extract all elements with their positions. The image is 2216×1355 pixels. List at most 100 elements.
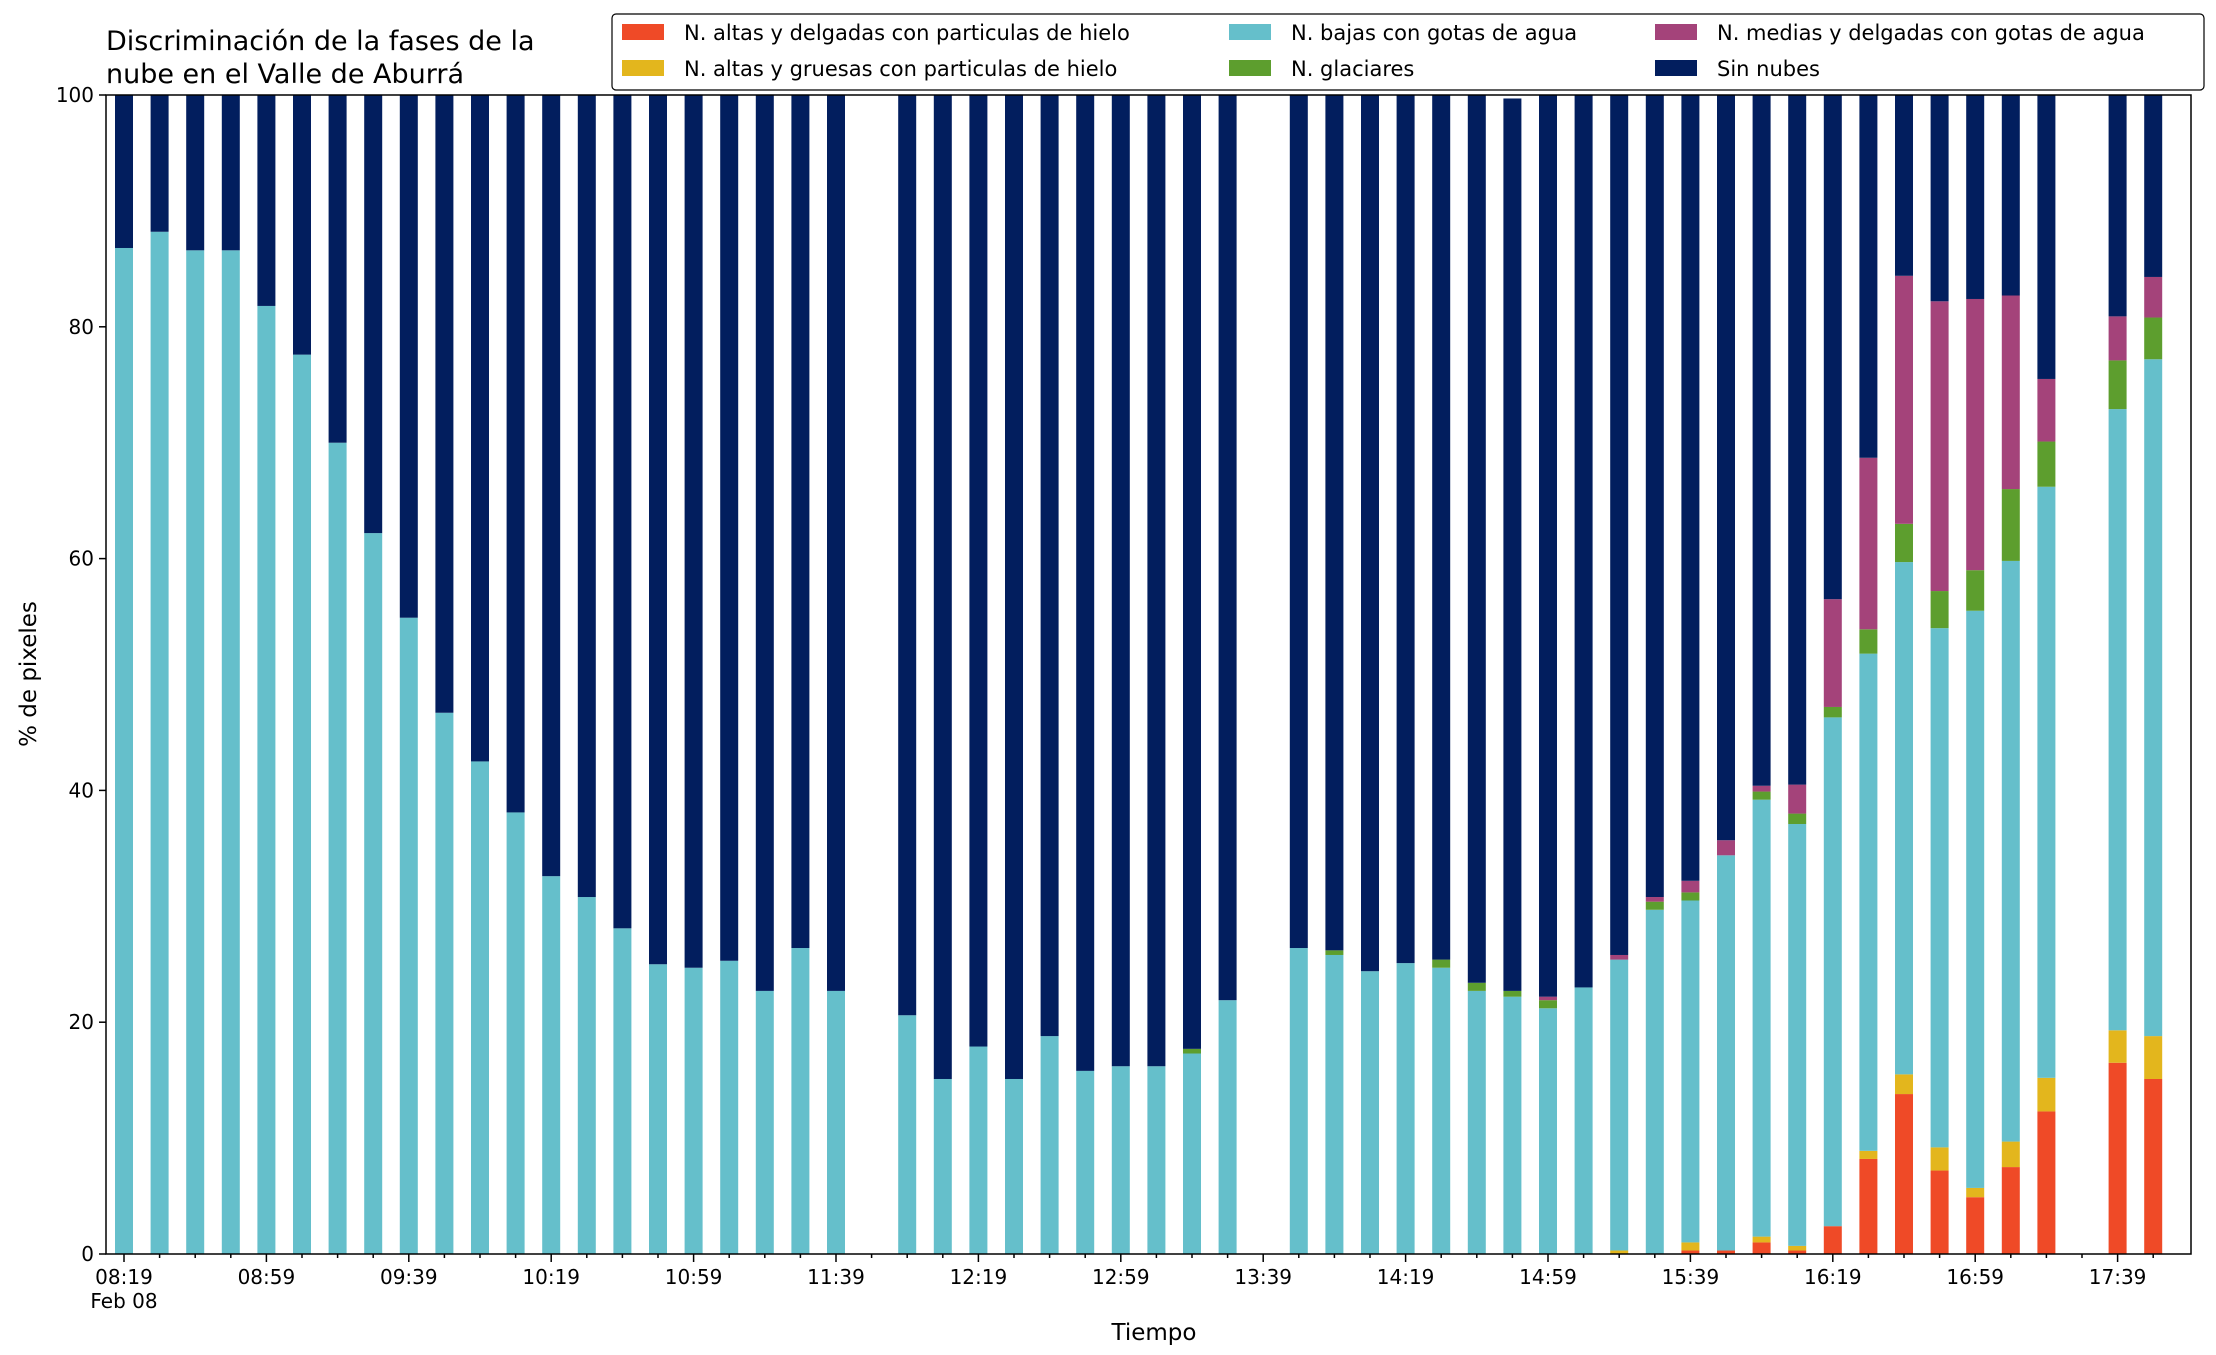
bar-segment-sin-nubes-1039 [613,95,632,929]
bar-segment-n-glaciares-1719 [2037,441,2056,487]
bar-segment-sin-nubes-1519 [1610,95,1629,955]
bar-segment-sin-nubes-0909 [293,95,311,355]
bar-segment-n-altas-y-delgadas-con-particulas-de-hielo-1659 [1966,1197,1985,1254]
bar-segment-n-bajas-con-gotas-de-agua-1419 [1396,963,1415,1254]
bar-segment-n-bajas-con-gotas-de-agua-1709 [2001,560,2020,1142]
bar-segment-n-glaciares-1529 [1645,901,1664,910]
bar-segment-sin-nubes-1439 [1467,95,1486,983]
bar-segment-n-glaciares-1739 [2108,360,2127,410]
bar-segment-sin-nubes-0939 [399,95,418,618]
bar-segment-n-altas-y-delgadas-con-particulas-de-hielo-1649 [1930,1170,1949,1254]
bar-segment-n-medias-y-delgadas-con-gotas-de-agua-1749 [2144,276,2163,318]
bars-group [115,95,2163,1255]
bar-segment-n-bajas-con-gotas-de-agua-0819 [115,247,133,1255]
bar-segment-n-bajas-con-gotas-de-agua-0849 [221,250,240,1254]
bar-segment-n-altas-y-gruesas-con-particulas-de-hielo-1709 [2001,1141,2020,1168]
bar-segment-sin-nubes-0959 [471,95,489,762]
bar-segment-sin-nubes-1349 [1289,95,1308,949]
bar-segment-sin-nubes-1129 [791,95,810,949]
bar-segment-n-altas-y-delgadas-con-particulas-de-hielo-1539 [1681,1250,1700,1254]
chart-title-line-1: Discriminación de la fases de la [106,26,535,57]
bar-segment-n-altas-y-delgadas-con-particulas-de-hielo-1719 [2037,1111,2056,1254]
bar-segment-n-altas-y-gruesas-con-particulas-de-hielo-1749 [2144,1036,2163,1079]
bar-segment-sin-nubes-1009 [506,95,525,813]
bar-segment-sin-nubes-1629 [1859,95,1878,458]
chart-title-line-2: nube en el Valle de Aburrá [106,59,464,90]
bar-segment-n-bajas-con-gotas-de-agua-1129 [791,948,810,1254]
bar-segment-n-altas-y-delgadas-con-particulas-de-hielo-1609 [1788,1250,1807,1254]
bar-segment-n-bajas-con-gotas-de-agua-1029 [577,897,596,1254]
bar-segment-n-bajas-con-gotas-de-agua-1259 [1111,1066,1130,1254]
y-tick-label: 100 [56,83,94,107]
legend-label-sin-nubes: Sin nubes [1717,57,1820,81]
bar-segment-n-medias-y-delgadas-con-gotas-de-agua-1639 [1895,275,1913,524]
bar-segment-sin-nubes-1659 [1966,95,1985,299]
bar-segment-sin-nubes-1359 [1325,95,1344,951]
bar-segment-sin-nubes-0819 [115,95,133,248]
bar-segment-sin-nubes-1029 [577,95,596,898]
bar-segment-n-medias-y-delgadas-con-gotas-de-agua-1519 [1610,954,1629,960]
bar-segment-sin-nubes-1639 [1895,95,1913,276]
legend-swatch-n-altas-y-delgadas-con-particulas-de-hielo [622,24,664,40]
bar-segment-sin-nubes-1419 [1396,95,1415,964]
y-tick-label: 80 [69,315,94,339]
bar-segment-sin-nubes-1609 [1788,95,1807,785]
bar-segment-n-glaciares-1439 [1467,982,1486,991]
bar-segment-sin-nubes-1109 [720,95,739,961]
bar-segment-n-bajas-con-gotas-de-agua-1749 [2144,359,2163,1037]
y-axis: 0 20 40 60 80 100 [56,83,106,1266]
bar-segment-n-bajas-con-gotas-de-agua-1529 [1645,909,1664,1254]
bar-segment-n-bajas-con-gotas-de-agua-1609 [1788,824,1807,1246]
y-tick-label: 20 [69,1010,94,1034]
bar-segment-sin-nubes-1319 [1183,95,1201,1049]
bar-segment-n-bajas-con-gotas-de-agua-1019 [542,876,561,1254]
bar-segment-n-bajas-con-gotas-de-agua-0839 [186,250,205,1254]
bar-segment-n-bajas-con-gotas-de-agua-0959 [471,761,489,1254]
legend-label-n-glaciares: N. glaciares [1291,57,1414,81]
bar-segment-n-glaciares-1639 [1895,523,1913,563]
bar-segment-n-glaciares-1709 [2001,489,2020,561]
bar-segment-n-bajas-con-gotas-de-agua-0949 [435,712,454,1254]
bar-segment-n-glaciares-1459 [1539,1000,1557,1009]
x-tick-label: 14:19 [1377,1265,1435,1289]
bar-segment-n-altas-y-gruesas-con-particulas-de-hielo-1559 [1752,1236,1771,1243]
bar-segment-sin-nubes-0829 [150,95,169,232]
x-tick-label: 10:19 [522,1265,580,1289]
bar-segment-sin-nubes-1309 [1147,95,1166,1067]
legend: N. altas y delgadas con particulas de hi… [611,13,2205,91]
bar-segment-n-bajas-con-gotas-de-agua-1249 [1076,1070,1095,1254]
bar-segment-sin-nubes-1749 [2144,95,2163,277]
bar-segment-sin-nubes-1019 [542,95,561,877]
bar-segment-sin-nubes-0859 [257,95,276,306]
bar-segment-n-bajas-con-gotas-de-agua-1649 [1930,628,1949,1148]
bar-segment-n-altas-y-gruesas-con-particulas-de-hielo-1649 [1930,1147,1949,1171]
bar-segment-n-altas-y-gruesas-con-particulas-de-hielo-1639 [1895,1074,1913,1095]
bar-segment-n-glaciares-1649 [1930,591,1949,629]
bar-segment-n-altas-y-delgadas-con-particulas-de-hielo-1709 [2001,1167,2020,1254]
bar-segment-n-bajas-con-gotas-de-agua-1309 [1147,1066,1166,1254]
bar-segment-n-bajas-con-gotas-de-agua-1009 [506,812,525,1254]
x-tick-label: 08:19 [95,1265,153,1289]
bar-segment-sin-nubes-1229 [1005,95,1023,1079]
x-tick-label: 08:59 [238,1265,296,1289]
x-tick-label: 09:39 [380,1265,438,1289]
bar-segment-n-medias-y-delgadas-con-gotas-de-agua-1529 [1645,897,1664,902]
bar-segment-sin-nubes-0849 [221,95,240,251]
legend-label-n-altas-y-delgadas-con-particulas-de-hielo: N. altas y delgadas con particulas de hi… [684,21,1130,45]
bar-segment-n-bajas-con-gotas-de-agua-1229 [1005,1078,1023,1254]
bar-segment-sin-nubes-0919 [328,95,347,443]
bar-segment-n-bajas-con-gotas-de-agua-1629 [1859,653,1878,1151]
x-tick-label: 16:59 [1946,1265,2004,1289]
bar-segment-n-glaciares-1559 [1752,791,1771,800]
bar-segment-n-medias-y-delgadas-con-gotas-de-agua-1739 [2108,316,2127,361]
bar-segment-sin-nubes-1459 [1539,95,1557,997]
bar-segment-n-medias-y-delgadas-con-gotas-de-agua-1559 [1752,785,1771,792]
bar-segment-n-bajas-con-gotas-de-agua-1639 [1895,562,1913,1075]
bar-segment-n-bajas-con-gotas-de-agua-1429 [1432,967,1451,1254]
bar-segment-n-bajas-con-gotas-de-agua-1059 [684,967,703,1254]
x-date-label: Feb 08 [90,1289,157,1313]
bar-segment-sin-nubes-1059 [684,95,703,968]
bar-segment-n-altas-y-gruesas-con-particulas-de-hielo-1719 [2037,1077,2056,1112]
bar-segment-n-medias-y-delgadas-con-gotas-de-agua-1609 [1788,784,1807,814]
